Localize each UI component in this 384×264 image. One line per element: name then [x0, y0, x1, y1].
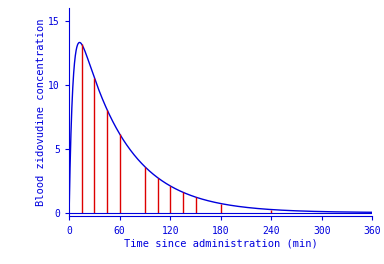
Y-axis label: Blood zidovudine concentration: Blood zidovudine concentration [36, 18, 46, 206]
X-axis label: Time since administration (min): Time since administration (min) [124, 238, 318, 248]
